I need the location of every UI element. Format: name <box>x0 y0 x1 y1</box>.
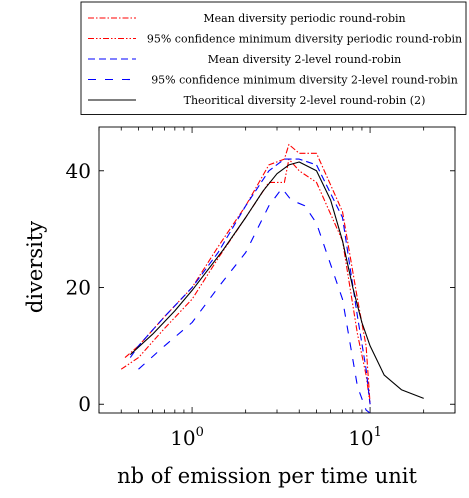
x-tick-label: 101 <box>348 425 382 450</box>
y-tick-label: 0 <box>78 392 91 416</box>
plot-frame <box>98 126 456 414</box>
legend-entry: Mean diversity 2-level round-robin <box>88 53 401 66</box>
legend-entry: 95% confidence minimum diversity 2-level… <box>88 74 458 87</box>
legend-entry: 95% confidence minimum diversity periodi… <box>88 33 462 46</box>
legend-label: Mean diversity periodic round-robin <box>203 12 405 25</box>
series-line-2 <box>120 158 371 405</box>
legend: Mean diversity periodic round-robin 95% c… <box>80 1 467 115</box>
series-layer <box>120 143 424 413</box>
x-tick-label: 100 <box>170 425 204 450</box>
legend-label: 95% confidence minimum diversity 2-level… <box>151 74 458 87</box>
x-axis-label: nb of emission per time unit <box>117 464 417 488</box>
y-tick-label: 40 <box>66 159 91 183</box>
legend-label: Mean diversity 2-level round-robin <box>208 53 402 66</box>
series-line-3 <box>129 158 371 405</box>
legend-entry: Theoritical diversity 2-level round-robi… <box>88 94 425 107</box>
legend-label: Theoritical diversity 2-level round-robi… <box>184 94 426 107</box>
series-line-4 <box>138 187 371 413</box>
tick-layer: 0 20 40 100 101 <box>66 127 456 450</box>
y-axis-label: diversity <box>23 221 47 313</box>
series-line-1 <box>124 143 371 405</box>
legend-label: 95% confidence minimum diversity periodi… <box>147 33 462 46</box>
y-tick-label: 20 <box>66 276 91 300</box>
axes <box>98 126 456 414</box>
legend-entry: Mean diversity periodic round-robin <box>88 12 406 25</box>
series-line-5 <box>129 161 424 399</box>
legend-box <box>80 1 467 115</box>
